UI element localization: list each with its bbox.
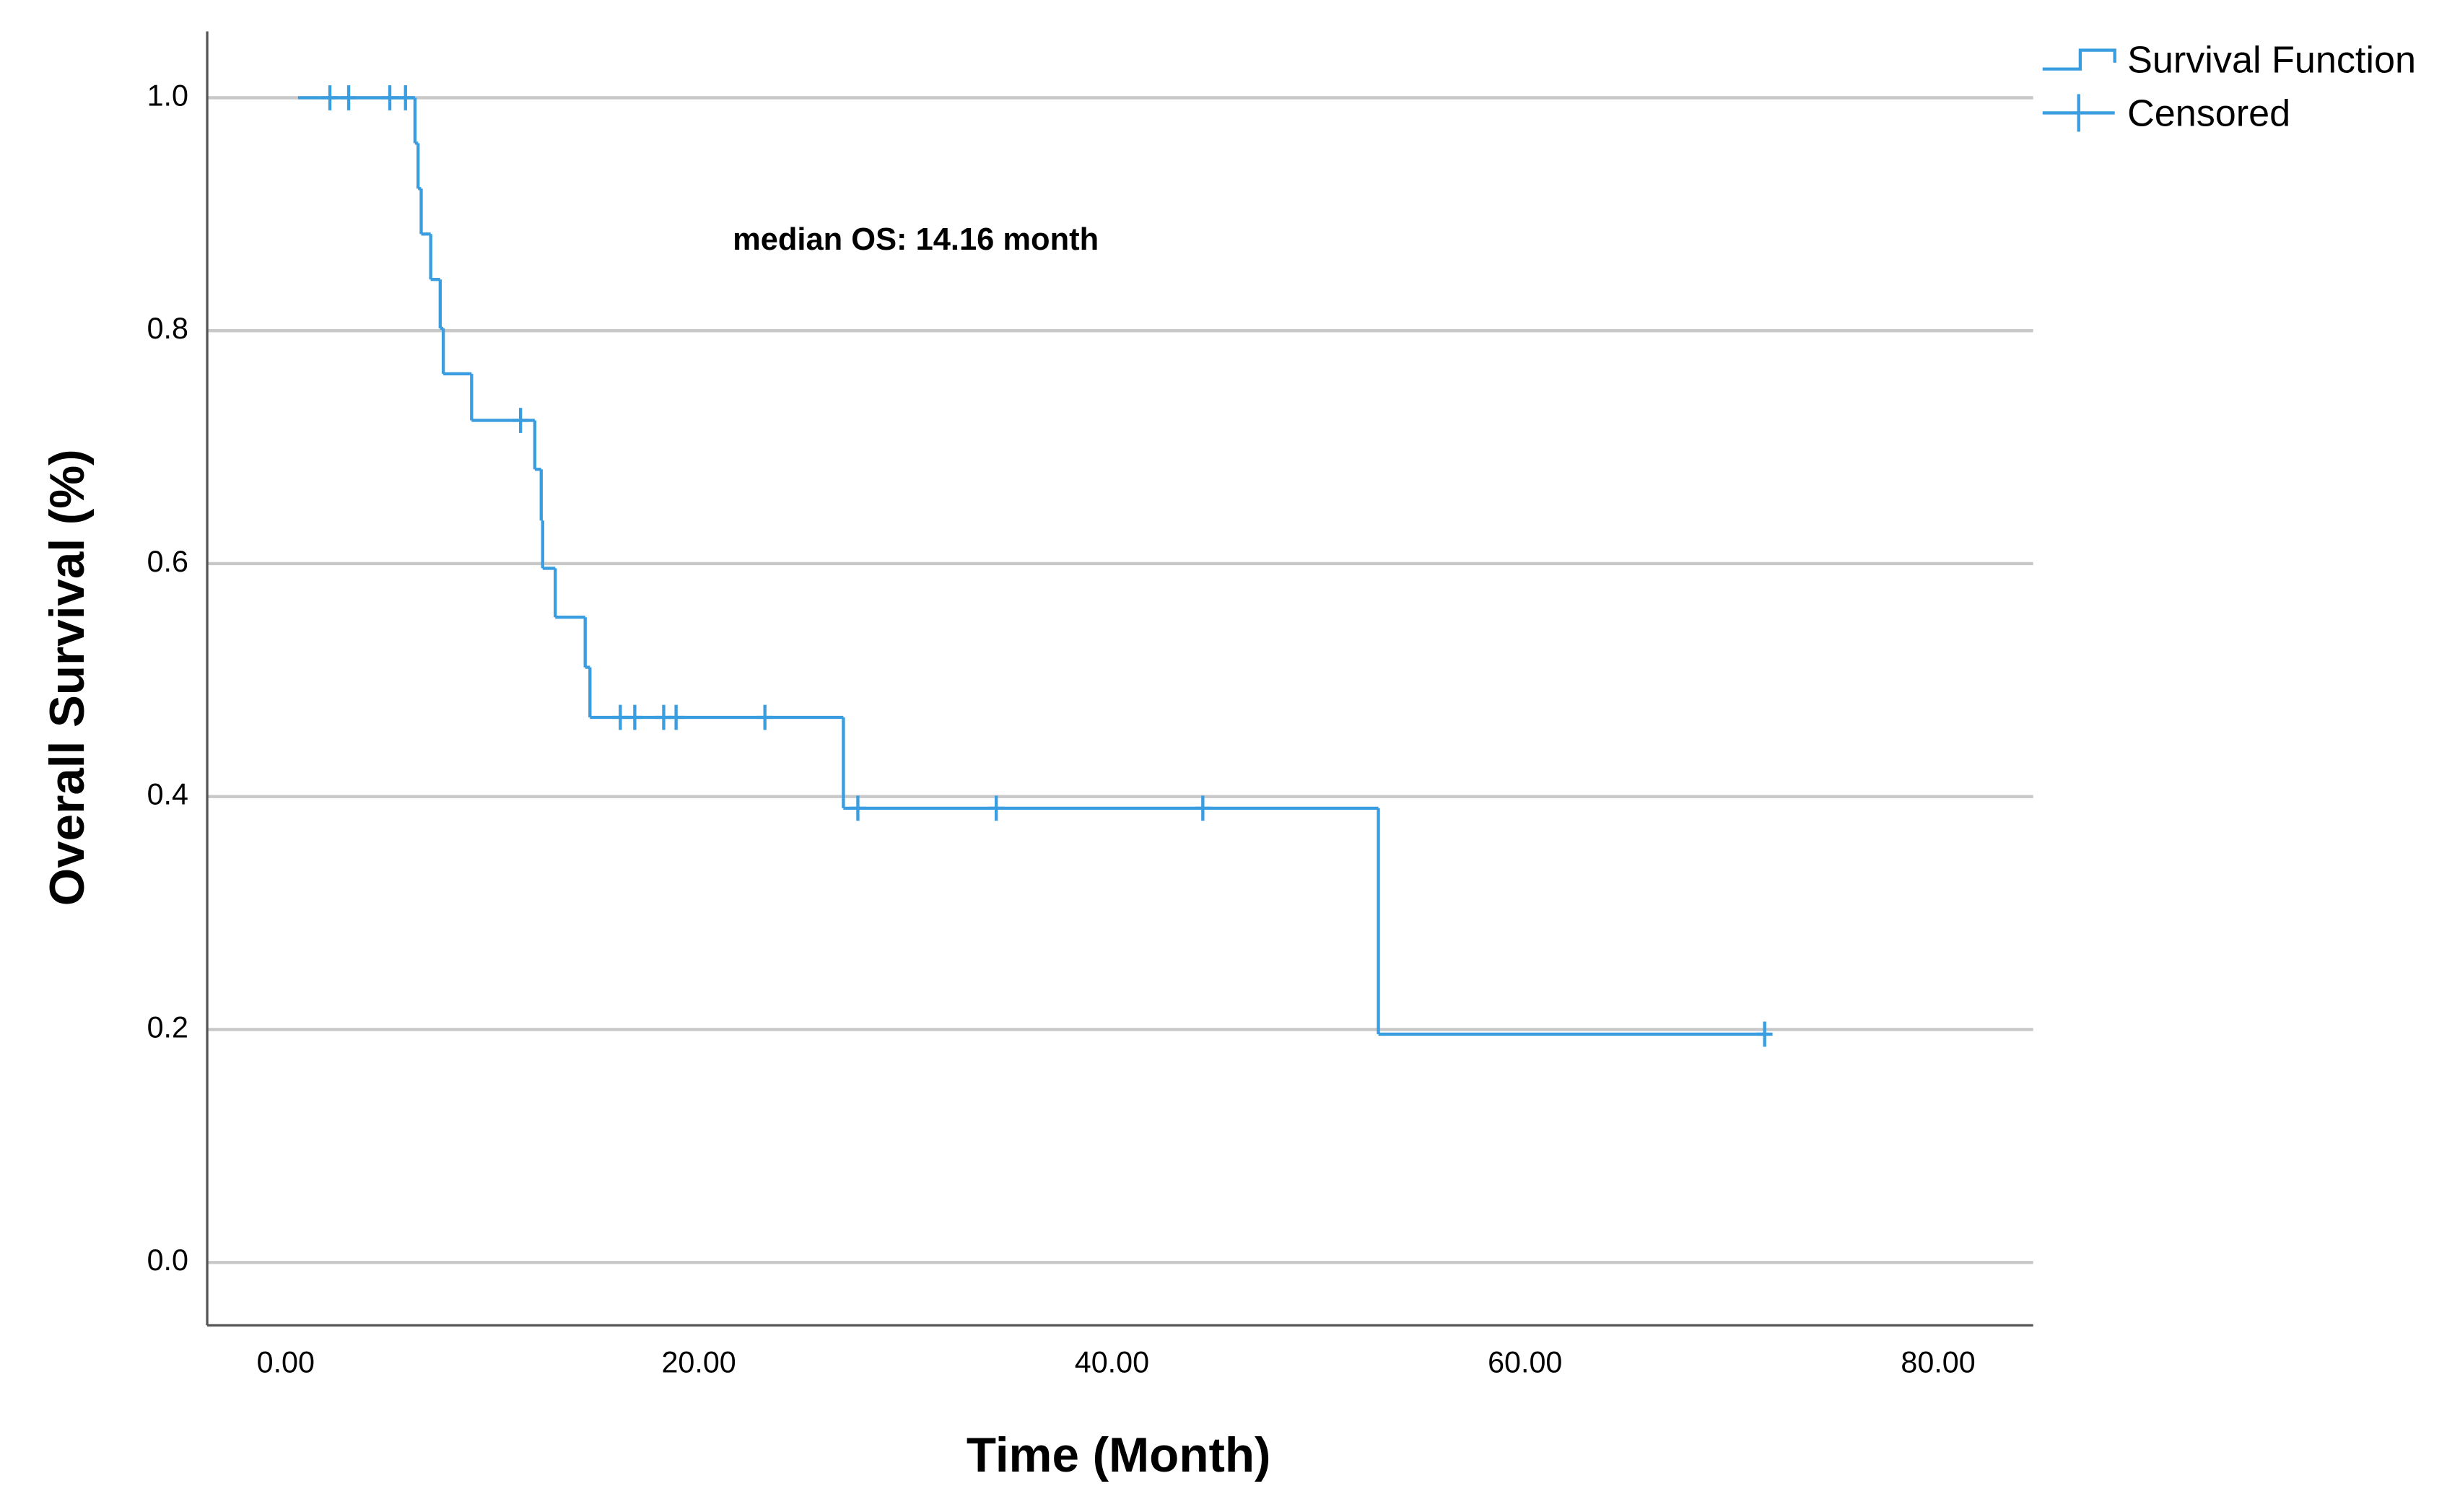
- censor-mark: [627, 704, 643, 730]
- censor-mark: [668, 704, 684, 730]
- censor-mark: [397, 85, 414, 110]
- censor-mark: [512, 408, 529, 433]
- censor-mark: [382, 85, 398, 110]
- x-tick-label: 40.00: [1075, 1346, 1149, 1379]
- x-tick-label: 20.00: [661, 1346, 736, 1379]
- y-tick-label: 0.0: [147, 1244, 188, 1277]
- censor-mark: [850, 795, 866, 821]
- legend-icon: [2042, 48, 2116, 71]
- censor-mark: [1195, 795, 1211, 821]
- annotation: median OS: 14.16 month: [733, 222, 1099, 257]
- y-tick-label: 1.0: [147, 79, 188, 112]
- y-tick-label: 0.4: [147, 778, 188, 811]
- censor-mark: [756, 704, 773, 730]
- censor-mark: [341, 85, 357, 110]
- x-axis-title: Time (Month): [967, 1428, 1271, 1482]
- y-tick-label: 0.8: [147, 312, 188, 345]
- censor-mark: [1756, 1021, 1773, 1047]
- legend-label: Censored: [2127, 93, 2290, 135]
- censor-mark: [322, 85, 338, 110]
- legend-label: Survival Function: [2127, 40, 2416, 82]
- x-tick-label: 0.00: [257, 1346, 315, 1379]
- legend-icon: [2042, 94, 2115, 132]
- censor-mark: [988, 795, 1005, 821]
- y-tick-label: 0.2: [147, 1010, 188, 1044]
- y-tick-label: 0.6: [147, 545, 188, 578]
- x-tick-label: 80.00: [1901, 1346, 1975, 1379]
- y-axis-title: Overall Survival (%): [40, 449, 95, 906]
- x-tick-label: 60.00: [1488, 1346, 1562, 1379]
- censor-mark: [612, 704, 629, 730]
